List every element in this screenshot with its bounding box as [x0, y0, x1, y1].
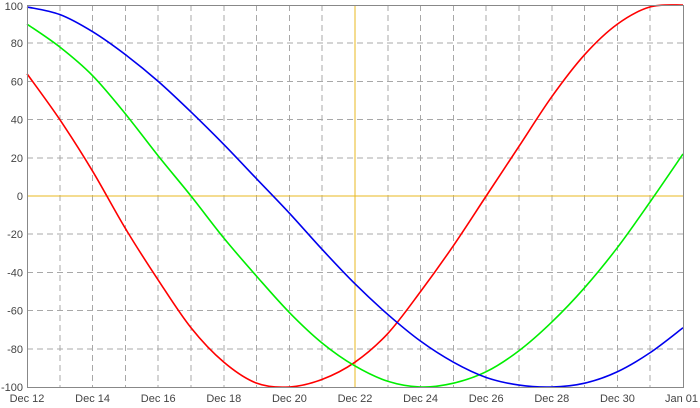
y-tick-label: -60 [7, 306, 23, 318]
y-tick-label: 60 [11, 76, 23, 88]
x-tick-label: Dec 12 [10, 393, 45, 405]
y-tick-label: -100 [1, 382, 23, 394]
x-tick-label: Dec 20 [272, 393, 307, 405]
y-tick-label: -80 [7, 344, 23, 356]
x-tick-label: Dec 30 [600, 393, 635, 405]
y-tick-label: -40 [7, 267, 23, 279]
x-tick-label: Dec 14 [75, 393, 110, 405]
x-tick-label: Dec 16 [141, 393, 176, 405]
x-axis-ticks: Dec 12 Dec 14 Dec 16 Dec 18 Dec 20 Dec 22 Dec … [10, 393, 698, 405]
x-tick-label: Dec 26 [469, 393, 504, 405]
y-tick-label: -20 [7, 229, 23, 241]
series-line-1 [26, 4, 684, 389]
series-line-2 [26, 23, 684, 388]
y-tick-label: 40 [11, 115, 23, 127]
reference-lines [27, 5, 683, 387]
x-tick-label: Dec 24 [403, 393, 438, 405]
x-tick-label: Jan 01 [665, 393, 698, 405]
plot-frame [27, 5, 684, 388]
x-tick-label: Dec 18 [206, 393, 241, 405]
y-tick-label: 20 [11, 153, 23, 165]
x-tick-label: Dec 22 [338, 393, 373, 405]
y-tick-label: 100 [5, 1, 23, 13]
series-line-3 [26, 6, 684, 388]
x-tick-label: Dec 28 [534, 393, 569, 405]
y-tick-label: 80 [11, 38, 23, 50]
y-axis-ticks: 100 80 60 40 20 0 -20 -40 -60 -80 -100 [1, 1, 23, 394]
series-layer [26, 4, 684, 389]
y-tick-label: 0 [17, 191, 23, 203]
